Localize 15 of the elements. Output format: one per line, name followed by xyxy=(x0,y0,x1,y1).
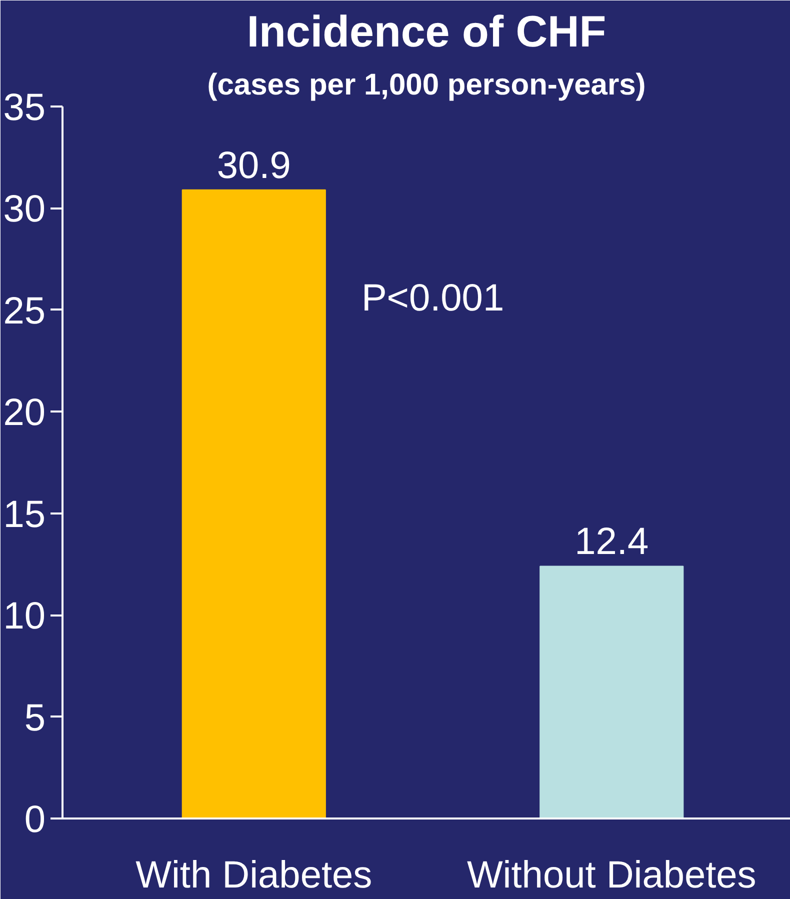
y-tick-label: 5 xyxy=(24,697,46,740)
y-tick-label: 20 xyxy=(3,392,46,434)
data-label: 30.9 xyxy=(216,144,291,187)
x-tick-label: Without Diabetes xyxy=(466,854,756,896)
y-tick-label: 0 xyxy=(24,799,46,841)
y-tick-label: 25 xyxy=(3,290,46,332)
y-tick-label: 35 xyxy=(3,87,46,129)
y-tick-label: 15 xyxy=(3,494,46,536)
data-label: 12.4 xyxy=(574,521,649,564)
x-tick-label: With Diabetes xyxy=(136,854,372,896)
chart-subtitle: (cases per 1,000 person-years) xyxy=(207,68,646,102)
annotation: P<0.001 xyxy=(361,278,504,320)
y-tick-label: 10 xyxy=(3,596,46,638)
y-tick-label: 30 xyxy=(3,188,46,231)
chart-title: Incidence of CHF xyxy=(246,8,606,56)
